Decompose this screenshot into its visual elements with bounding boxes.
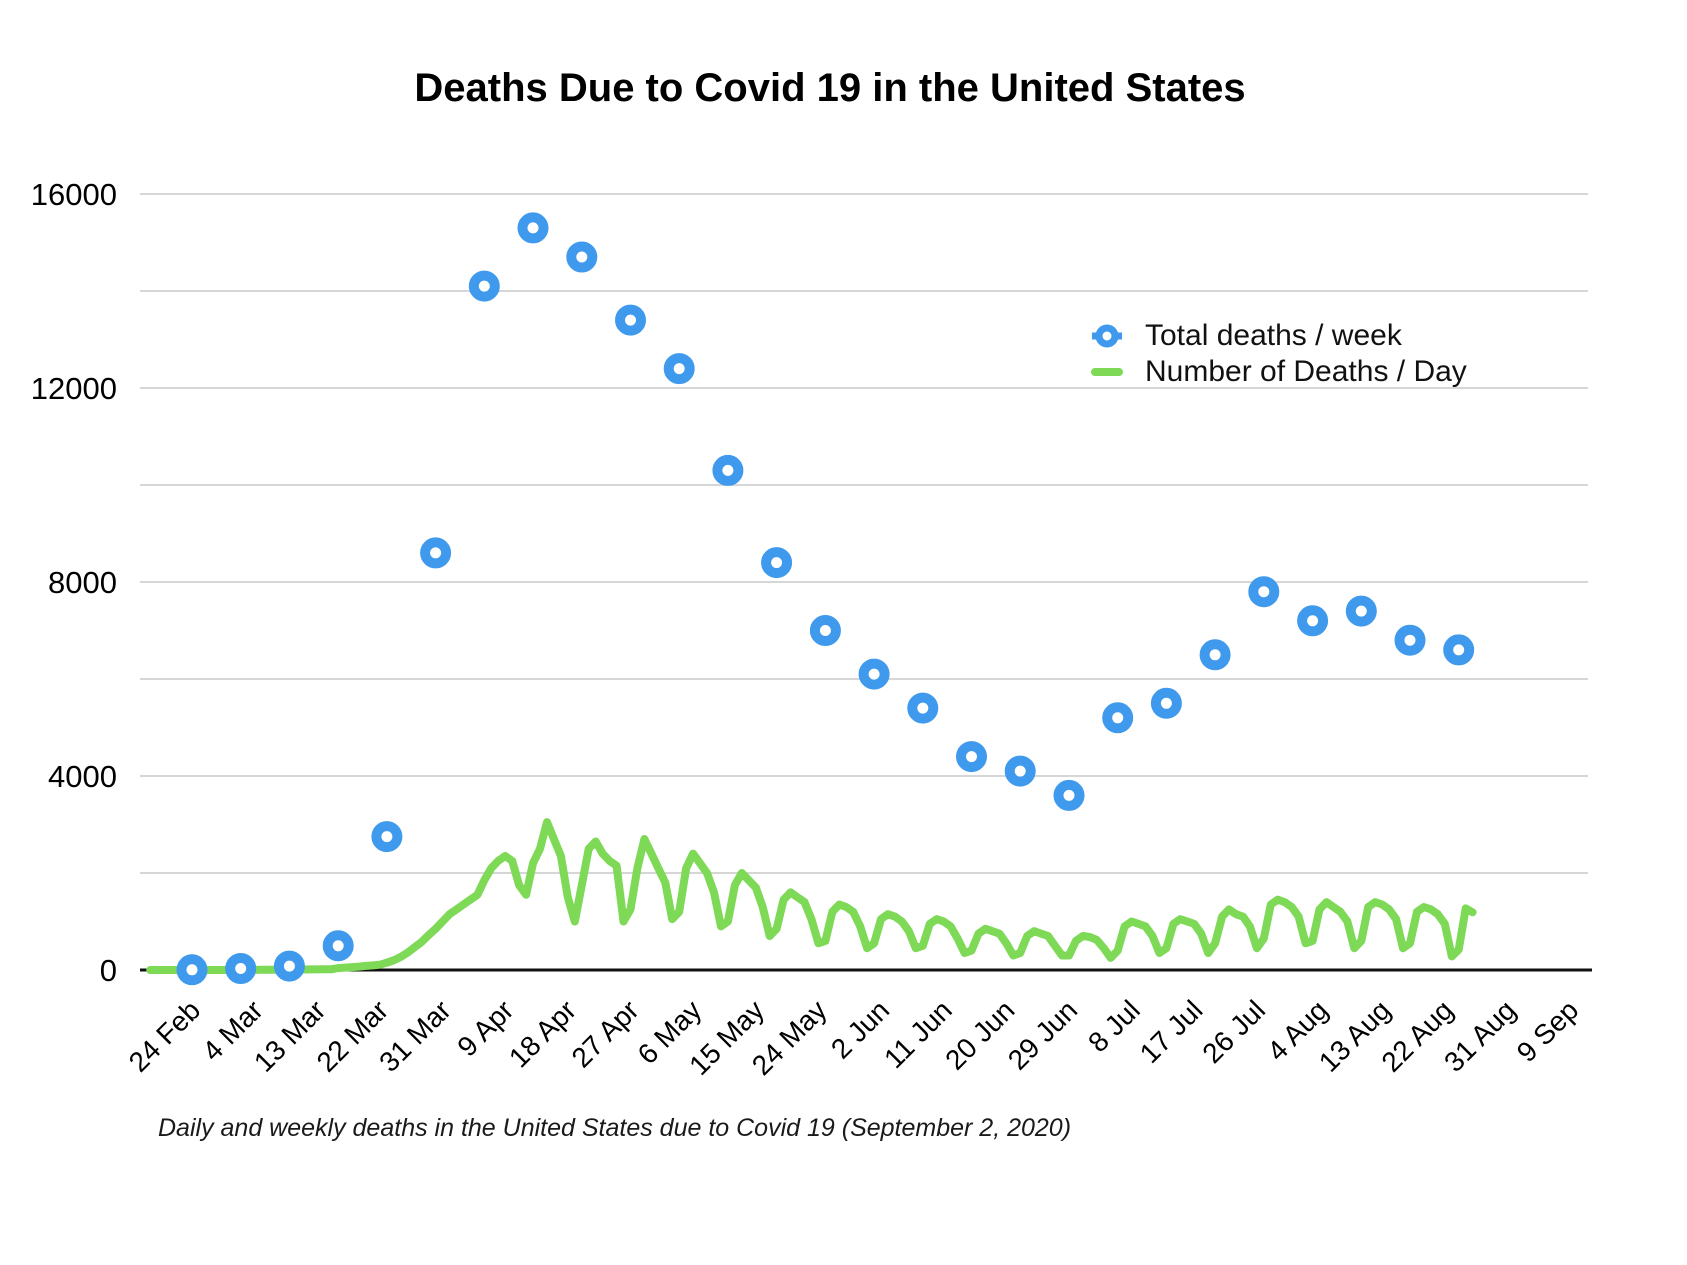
x-tick-label: 9 Sep bbox=[1511, 994, 1585, 1068]
weekly-deaths-point bbox=[956, 741, 987, 773]
weekly-deaths-point bbox=[517, 212, 549, 244]
y-tick-label: 16000 bbox=[31, 177, 117, 212]
y-tick-label: 8000 bbox=[48, 565, 117, 600]
weekly-deaths-point bbox=[273, 950, 305, 982]
weekly-deaths-point bbox=[663, 353, 695, 385]
daily-line-marker-icon bbox=[1091, 368, 1123, 376]
y-tick-label: 12000 bbox=[31, 371, 117, 406]
daily-deaths-line bbox=[146, 818, 1477, 974]
x-tick-label: 20 Jun bbox=[939, 994, 1020, 1075]
weekly-deaths-point bbox=[1248, 576, 1280, 608]
weekly-deaths-point bbox=[1345, 595, 1377, 627]
x-tick-label: 17 Jul bbox=[1134, 994, 1209, 1069]
weekly-deaths-point bbox=[1053, 779, 1085, 811]
weekly-deaths-point bbox=[322, 930, 354, 962]
weekly-deaths-point bbox=[225, 953, 257, 984]
x-tick-label: 27 Apr bbox=[566, 994, 645, 1073]
weekly-deaths-point bbox=[176, 954, 208, 986]
weekly-deaths-point bbox=[907, 692, 939, 724]
weekly-deaths-point bbox=[858, 658, 890, 690]
x-tick-label: 24 Feb bbox=[123, 994, 207, 1078]
weekly-deaths-point bbox=[371, 821, 403, 853]
weekly-ring-marker-icon bbox=[1092, 324, 1122, 348]
legend-label-daily: Number of Deaths / Day bbox=[1145, 355, 1467, 388]
x-tick-label: 18 Apr bbox=[503, 994, 582, 1073]
legend-item-weekly: Total deaths / week bbox=[1091, 318, 1467, 354]
legend-label-weekly: Total deaths / week bbox=[1145, 319, 1402, 352]
y-tick-label: 0 bbox=[100, 953, 117, 988]
weekly-deaths-point bbox=[712, 454, 744, 486]
weekly-deaths-point bbox=[420, 537, 452, 569]
x-tick-label: 11 Jun bbox=[878, 994, 958, 1074]
legend-item-daily: Number of Deaths / Day bbox=[1091, 354, 1467, 390]
weekly-deaths-point bbox=[1199, 639, 1231, 671]
weekly-deaths-point bbox=[1004, 755, 1036, 787]
weekly-deaths-point bbox=[615, 304, 646, 336]
weekly-deaths-point bbox=[566, 241, 598, 273]
weekly-deaths-point bbox=[1297, 605, 1329, 637]
weekly-deaths-point bbox=[1443, 634, 1475, 666]
x-tick-label: 29 Jun bbox=[1002, 994, 1083, 1075]
chart-title: Deaths Due to Covid 19 in the United Sta… bbox=[414, 66, 1246, 110]
chart-caption: Daily and weekly deaths in the United St… bbox=[158, 1114, 1072, 1142]
legend: Total deaths / week Number of Deaths / D… bbox=[1091, 318, 1467, 390]
x-tick-label: 31 Aug bbox=[1438, 994, 1522, 1078]
weekly-deaths-point bbox=[761, 547, 793, 579]
weekly-deaths-point bbox=[809, 615, 841, 646]
weekly-deaths-point bbox=[1150, 687, 1182, 719]
x-tick-label: 26 Jul bbox=[1196, 994, 1271, 1069]
x-tick-label: 31 Mar bbox=[373, 994, 457, 1078]
weekly-deaths-point bbox=[468, 270, 500, 302]
weekly-deaths-point bbox=[1102, 702, 1134, 734]
y-tick-label: 4000 bbox=[48, 759, 117, 794]
weekly-deaths-point bbox=[1394, 624, 1426, 656]
